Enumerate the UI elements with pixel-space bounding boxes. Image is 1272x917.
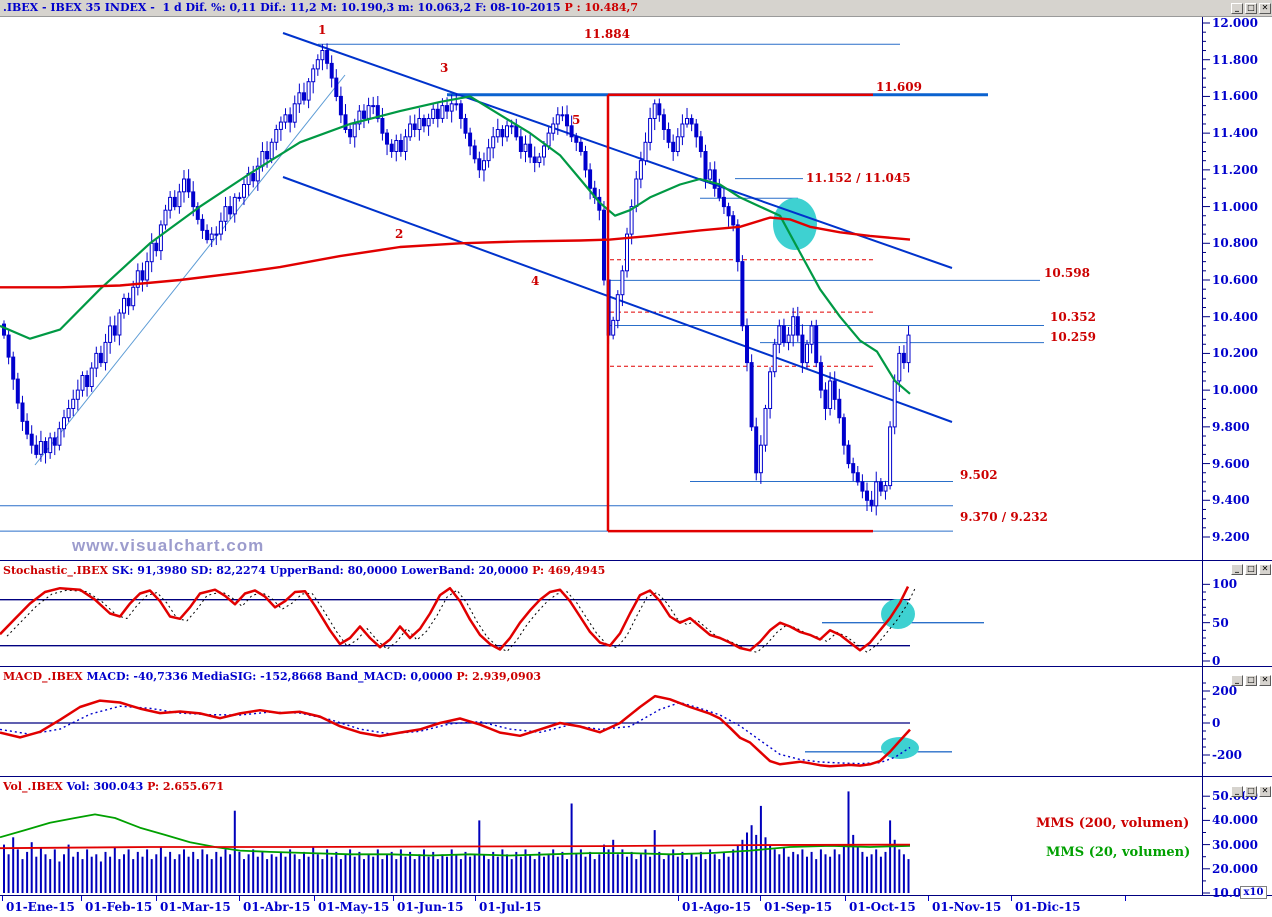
price-tick-label: 12.000 (1212, 16, 1258, 30)
titlebar-segment-1: P : 10.484,7 (564, 1, 639, 14)
wave-number-label: 3 (440, 61, 449, 75)
date-tick-label: 01-Oct-15 (849, 900, 916, 914)
wave-number-label: 5 (572, 113, 581, 127)
stochastic-header: Stochastic_.IBEX SK: 91,3980 SD: 82,2274… (3, 564, 605, 577)
macd-tick-label: 0 (1212, 716, 1221, 730)
price-tick-label: 11.600 (1212, 89, 1258, 104)
maximize-button[interactable]: □ (1245, 786, 1257, 797)
close-button[interactable]: ✕ (1259, 786, 1271, 797)
date-tick-label: 01-Ene-15 (6, 900, 75, 914)
date-tick-label: 01-Abr-15 (243, 900, 311, 914)
volume-tick-label: 20.000 (1212, 861, 1258, 876)
window-controls-volume: _ □ ✕ (1231, 786, 1271, 797)
window-controls-main: _ □ ✕ (1231, 3, 1271, 14)
price-level-label: 10.352 (1050, 310, 1096, 324)
volume-tick-label: 40.000 (1212, 813, 1258, 828)
window-controls-stochastic: _ □ ✕ (1231, 564, 1271, 575)
window-controls-macd: _ □ ✕ (1231, 675, 1271, 686)
macd-tick-label: 200 (1212, 684, 1238, 698)
minimize-button[interactable]: _ (1231, 3, 1243, 14)
price-tick-label: 11.200 (1212, 162, 1258, 177)
price-level-label: 11.884 (584, 27, 630, 41)
date-tick-label: 01-Jul-15 (479, 900, 542, 914)
stochastic-header-segment-2: P: 469,4945 (532, 564, 606, 577)
volume-header-segment-1: Vol: 300.043 (66, 780, 148, 793)
volume-header: Vol_.IBEX Vol: 300.043 P: 2.655.671 (3, 780, 224, 793)
date-tick-label: 01-Mar-15 (160, 900, 231, 914)
window-titlebar: .IBEX - IBEX 35 INDEX - 1 d Dif. %: 0,11… (0, 0, 1272, 17)
price-tick-label: 10.400 (1212, 309, 1258, 324)
wave-number-label: 1 (318, 23, 327, 37)
volume-header-segment-2: P: 2.655.671 (147, 780, 225, 793)
price-tick-label: 10.200 (1212, 346, 1258, 361)
price-tick-label: 10.600 (1212, 272, 1258, 287)
price-tick-label: 11.400 (1212, 126, 1258, 141)
price-level-label: 10.598 (1044, 266, 1090, 280)
macd-header-segment-0: MACD_.IBEX (3, 670, 87, 683)
price-level-label: 9.502 (960, 468, 998, 482)
visualchart-watermark: www.visualchart.com (72, 536, 265, 555)
volume-multiplier-badge: x10 (1240, 886, 1267, 899)
date-tick-label: 01-Nov-15 (932, 900, 1002, 914)
price-tick-label: 11.800 (1212, 52, 1258, 67)
minimize-button[interactable]: _ (1231, 564, 1243, 575)
price-level-label: 9.370 / 9.232 (960, 510, 1048, 524)
maximize-button[interactable]: □ (1245, 675, 1257, 686)
macd-header: MACD_.IBEX MACD: -40,7336 MediaSIG: -152… (3, 670, 541, 683)
macd-header-segment-1: MACD: -40,7336 MediaSIG: -152,8668 Band_… (86, 670, 457, 683)
stochastic-tick-label: 50 (1212, 615, 1229, 630)
date-tick-label: 01-Dic-15 (1015, 900, 1081, 914)
volume-tick-label: 30.000 (1212, 837, 1258, 852)
price-level-label: 11.152 / 11.045 (806, 171, 911, 185)
price-tick-label: 10.800 (1212, 236, 1258, 251)
date-tick-label: 01-Sep-15 (764, 900, 833, 914)
date-tick-label: 01-Feb-15 (85, 900, 153, 914)
minimize-button[interactable]: _ (1231, 675, 1243, 686)
volume-ma20-legend: MMS (20, volumen) (1046, 845, 1191, 860)
date-tick-label: 01-Ago-15 (682, 900, 752, 914)
stochastic-header-segment-0: Stochastic_.IBEX (3, 564, 112, 577)
price-tick-label: 9.600 (1212, 456, 1250, 471)
macd-tick-label: -200 (1212, 748, 1243, 762)
price-tick-label: 10.000 (1212, 383, 1258, 398)
close-button[interactable]: ✕ (1259, 564, 1271, 575)
price-level-label: 10.259 (1050, 330, 1096, 344)
minimize-button[interactable]: _ (1231, 786, 1243, 797)
volume-header-segment-0: Vol_.IBEX (3, 780, 67, 793)
close-button[interactable]: ✕ (1259, 675, 1271, 686)
macd-header-segment-2: P: 2.939,0903 (456, 670, 542, 683)
wave-number-label: 2 (395, 227, 404, 241)
price-level-label: 11.609 (876, 80, 922, 94)
date-tick-label: 01-May-15 (318, 900, 390, 914)
stochastic-tick-label: 0 (1212, 654, 1221, 668)
date-tick-label: 01-Jun-15 (397, 900, 464, 914)
maximize-button[interactable]: □ (1245, 564, 1257, 575)
stochastic-header-segment-1: SK: 91,3980 SD: 82,2274 UpperBand: 80,00… (111, 564, 533, 577)
maximize-button[interactable]: □ (1245, 3, 1257, 14)
price-tick-label: 9.200 (1212, 529, 1250, 544)
price-tick-label: 9.400 (1212, 493, 1250, 508)
wave-number-label: 4 (531, 274, 540, 288)
close-button[interactable]: ✕ (1259, 3, 1271, 14)
price-tick-label: 11.000 (1212, 199, 1258, 214)
volume-ma200-legend: MMS (200, volumen) (1036, 816, 1190, 831)
stochastic-tick-label: 100 (1212, 577, 1238, 592)
titlebar-segment-0: .IBEX - IBEX 35 INDEX - 1 d Dif. %: 0,11… (3, 1, 565, 14)
price-tick-label: 9.800 (1212, 419, 1250, 434)
